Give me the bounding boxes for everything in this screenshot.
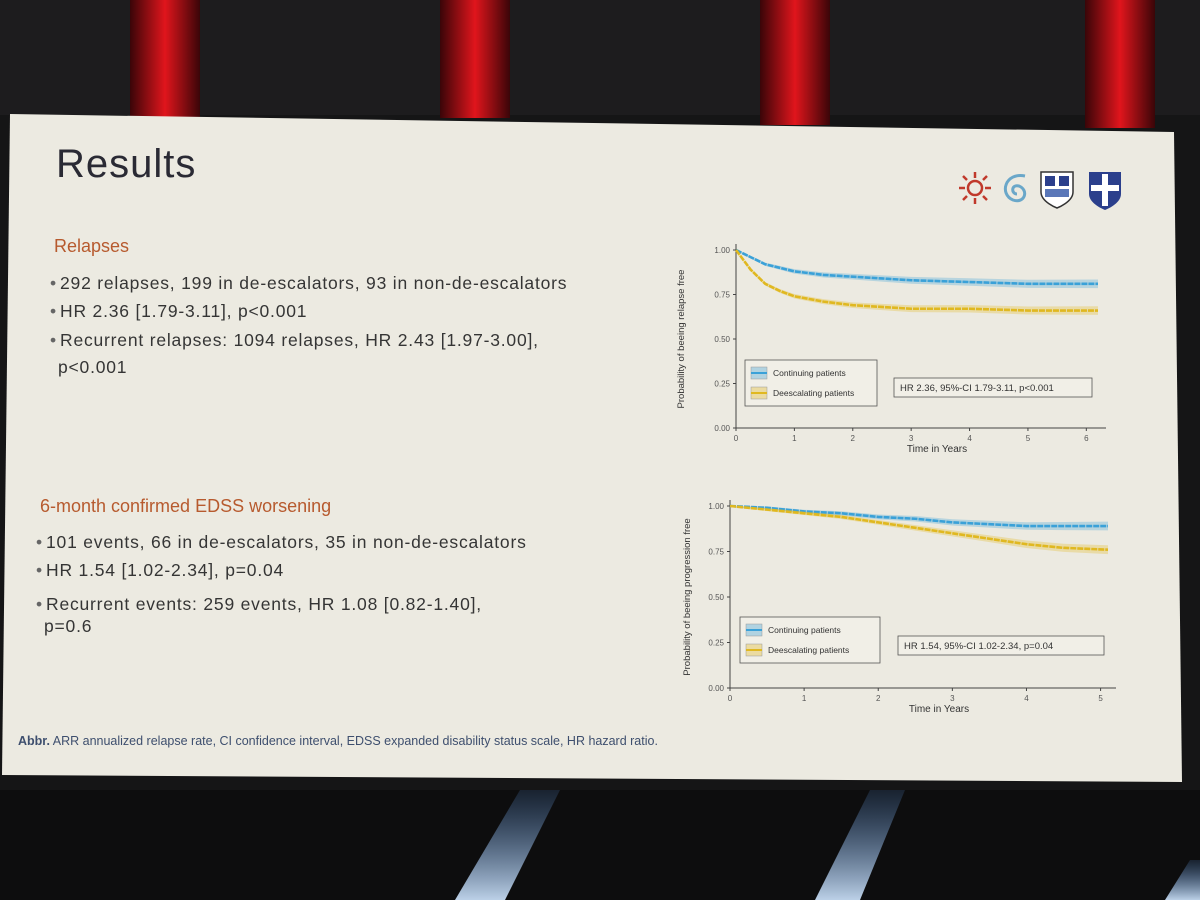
- legend-label: Continuing patients: [773, 368, 846, 378]
- legend-box: [739, 616, 881, 664]
- x-tick-label: 3: [909, 434, 914, 443]
- x-tick-label: 4: [1024, 694, 1029, 703]
- list-item: • 101 events, 66 in de-escalators, 35 in …: [36, 532, 527, 553]
- bullet-text: 292 relapses, 199 in de-escalators, 93 i…: [60, 273, 568, 293]
- x-tick-label: 0: [734, 434, 739, 443]
- bullet-dot: •: [50, 301, 57, 321]
- crest-logo: [1040, 171, 1074, 209]
- bullet-text: HR 2.36 [1.79-3.11], p<0.001: [60, 301, 308, 321]
- slide-title: Results: [56, 142, 197, 186]
- bullet-text: HR 1.54 [1.02-2.34], p=0.04: [46, 560, 285, 580]
- x-tick-label: 1: [802, 694, 807, 703]
- bullet-continuation: p<0.001: [58, 357, 128, 377]
- bullet-dot: •: [36, 532, 43, 552]
- x-tick-label: 3: [950, 694, 955, 703]
- y-tick-label: 0.75: [714, 291, 730, 300]
- swirl-logo: [1003, 174, 1027, 203]
- bullet-dot: •: [36, 560, 43, 580]
- y-tick-label: 0.75: [708, 548, 724, 557]
- y-tick-label: 0.25: [708, 639, 724, 648]
- hr-annotation-box: [897, 635, 1105, 656]
- y-axis-label: Probability of beeing relapse free: [676, 270, 687, 409]
- abbr-text: ARR annualized relapse rate, CI confiden…: [52, 734, 658, 748]
- x-tick-label: 1: [792, 434, 797, 443]
- list-item: • Recurrent events: 259 events, HR 1.08 […: [36, 594, 482, 615]
- hr-annotation-text: HR 1.54, 95%-CI 1.02-2.34, p=0.04: [904, 641, 1053, 652]
- bullet-dot: •: [36, 594, 43, 614]
- bullet-dot: •: [50, 330, 57, 350]
- legend: Continuing patients Deescalating patients: [744, 359, 878, 407]
- legend-label: Deescalating patients: [773, 388, 854, 398]
- bullet-text: 101 events, 66 in de-escalators, 35 in n…: [46, 532, 527, 552]
- progression-free-chart: 0.00 0.25 0.50 0.75 1.00 0 1 2 3 4 5 Time in Years P…: [682, 500, 1116, 715]
- bullet-continuation: p=0.6: [44, 616, 93, 636]
- slide: [2, 114, 1182, 782]
- survival-line: [735, 248, 1098, 286]
- bullet-dot: •: [50, 273, 57, 293]
- legend: Continuing patients Deescalating patients: [739, 616, 881, 664]
- x-tick-label: 4: [967, 434, 972, 443]
- x-tick-label: 5: [1098, 694, 1103, 703]
- list-item: • HR 2.36 [1.79-3.11], p<0.001: [50, 301, 307, 322]
- x-axis-label: Time in Years: [909, 704, 969, 715]
- list-item: • 292 relapses, 199 in de-escalators, 93 …: [50, 273, 567, 294]
- list-item: • HR 1.54 [1.02-2.34], p=0.04: [36, 560, 284, 581]
- sun-logo: [959, 172, 991, 204]
- y-tick-label: 1.00: [708, 502, 724, 511]
- relapse-free-chart: 0.00 0.25 0.50 0.75 1.00 0 1 2 3 4 5 6 Time in Years…: [676, 244, 1106, 455]
- legend-label: Deescalating patients: [768, 645, 849, 655]
- hr-annotation-text: HR 2.36, 95%-CI 1.79-3.11, p<0.001: [900, 383, 1054, 394]
- shield-cross-logo: [1089, 172, 1121, 210]
- legend-label: Continuing patients: [768, 625, 841, 635]
- hr-annotation-box: [893, 377, 1093, 398]
- y-tick-label: 0.25: [714, 380, 730, 389]
- x-tick-label: 2: [876, 694, 881, 703]
- y-tick-label: 1.00: [714, 246, 730, 255]
- edss-heading: 6-month confirmed EDSS worsening: [40, 496, 332, 516]
- y-tick-label: 0.50: [708, 593, 724, 602]
- survival-line: [729, 504, 1109, 551]
- x-tick-label: 5: [1026, 434, 1031, 443]
- y-tick-label: 0.00: [708, 684, 724, 693]
- x-tick-label: 6: [1084, 434, 1089, 443]
- y-tick-label: 0.50: [714, 335, 730, 344]
- bullet-text: Recurrent relapses: 1094 relapses, HR 2.…: [60, 330, 539, 350]
- x-tick-label: 0: [728, 694, 733, 703]
- x-axis-label: Time in Years: [907, 444, 967, 455]
- abbreviations-footnote: Abbr. ARR annualized relapse rate, CI co…: [18, 734, 658, 748]
- abbr-label: Abbr.: [18, 734, 50, 748]
- bullet-text: Recurrent events: 259 events, HR 1.08 [0…: [46, 594, 482, 614]
- y-tick-label: 0.00: [714, 424, 730, 433]
- y-axis-label: Probability of beeing progression free: [682, 518, 693, 675]
- survival-line: [729, 504, 1108, 528]
- relapses-heading: Relapses: [54, 236, 130, 256]
- x-tick-label: 2: [851, 434, 856, 443]
- survival-line: [734, 249, 1098, 312]
- confidence-band: [736, 250, 1098, 315]
- list-item: • Recurrent relapses: 1094 relapses, HR 2…: [50, 330, 539, 351]
